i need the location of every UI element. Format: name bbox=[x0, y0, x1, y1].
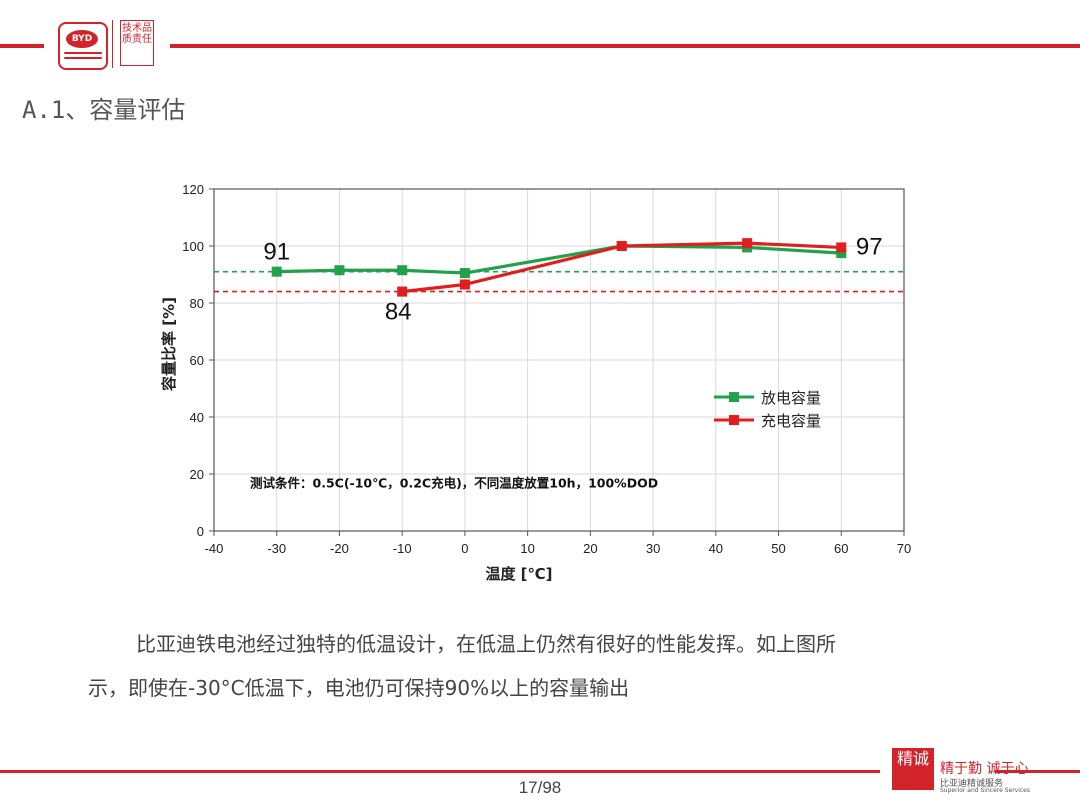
x-tick-label: -10 bbox=[393, 541, 412, 556]
x-tick-label: 20 bbox=[583, 541, 597, 556]
x-tick-label: 50 bbox=[771, 541, 785, 556]
y-tick-label: 100 bbox=[182, 239, 204, 254]
x-tick-label: 60 bbox=[834, 541, 848, 556]
x-tick-label: 10 bbox=[520, 541, 534, 556]
series-1-point bbox=[459, 268, 470, 279]
y-tick-label: 20 bbox=[190, 467, 204, 482]
legend-label: 充电容量 bbox=[761, 412, 821, 430]
series-1-point bbox=[397, 265, 408, 276]
x-tick-label: 40 bbox=[709, 541, 723, 556]
header-rule-left bbox=[0, 44, 44, 48]
service-slogan-cn: 比亚迪精诚服务 bbox=[940, 779, 1004, 789]
legend-label: 放电容量 bbox=[761, 389, 821, 407]
y-axis-label: 容量比率 [%] bbox=[160, 297, 178, 392]
y-tick-label: 60 bbox=[190, 353, 204, 368]
series-2-point bbox=[397, 286, 408, 297]
y-tick-label: 40 bbox=[190, 410, 204, 425]
data-label: 84 bbox=[385, 299, 412, 326]
body-paragraph: 比亚迪铁电池经过独特的低温设计，在低温上仍然有很好的性能发挥。如上图所 示，即使… bbox=[88, 622, 1008, 710]
section-title: A.1、容量评估 bbox=[22, 96, 186, 124]
header-rule-right bbox=[170, 44, 1080, 48]
data-label: 97 bbox=[856, 234, 883, 261]
series-1-point bbox=[334, 265, 345, 276]
series-2-point bbox=[616, 241, 627, 251]
x-tick-label: -40 bbox=[205, 541, 224, 556]
y-tick-label: 80 bbox=[190, 296, 204, 311]
logo-divider bbox=[112, 20, 113, 68]
footer-rule-right bbox=[995, 770, 1080, 773]
x-tick-label: 0 bbox=[461, 541, 468, 556]
x-tick-label: 70 bbox=[897, 541, 911, 556]
y-tick-label: 0 bbox=[197, 524, 204, 539]
series-1-point bbox=[836, 248, 847, 259]
x-tick-label: -30 bbox=[267, 541, 286, 556]
page-number: 17/98 bbox=[518, 778, 562, 797]
legend-marker bbox=[729, 415, 739, 426]
paragraph-line-1: 比亚迪铁电池经过独特的低温设计，在低温上仍然有很好的性能发挥。如上图所 bbox=[136, 632, 836, 656]
service-slogan: 精于勤 诚于心 bbox=[940, 761, 1029, 777]
series-2-point bbox=[742, 238, 753, 249]
legend-marker bbox=[729, 392, 739, 403]
byd-logo: BYD bbox=[58, 22, 108, 70]
service-slogan-en: Superior and Sincere Services bbox=[940, 787, 1030, 794]
byd-logo-text: BYD bbox=[66, 30, 98, 48]
paragraph-line-2: 示，即使在-30°C低温下，电池仍可保持90%以上的容量输出 bbox=[88, 676, 630, 700]
service-logo: 精诚 bbox=[892, 748, 934, 790]
x-axis-label: 温度 [℃] bbox=[485, 565, 552, 583]
x-tick-label: 30 bbox=[646, 541, 660, 556]
capacity-chart: -40 -30 -20 -10 0 10 20 30 40 50 60 70 0 20 40 60 80 100 1… bbox=[160, 182, 911, 583]
x-tick-label: -20 bbox=[330, 541, 349, 556]
test-condition-annotation: 测试条件：0.5C(-10℃，0.2C充电)，不同温度放置10h，100%DOD bbox=[250, 476, 658, 491]
seal-logo: 技术品质责任 bbox=[120, 20, 154, 66]
series-1-point bbox=[271, 266, 282, 277]
series-2-point bbox=[836, 242, 847, 253]
data-label: 91 bbox=[263, 239, 290, 266]
footer-rule bbox=[0, 770, 880, 773]
y-tick-label: 120 bbox=[182, 182, 204, 197]
series-2-point bbox=[459, 279, 470, 290]
